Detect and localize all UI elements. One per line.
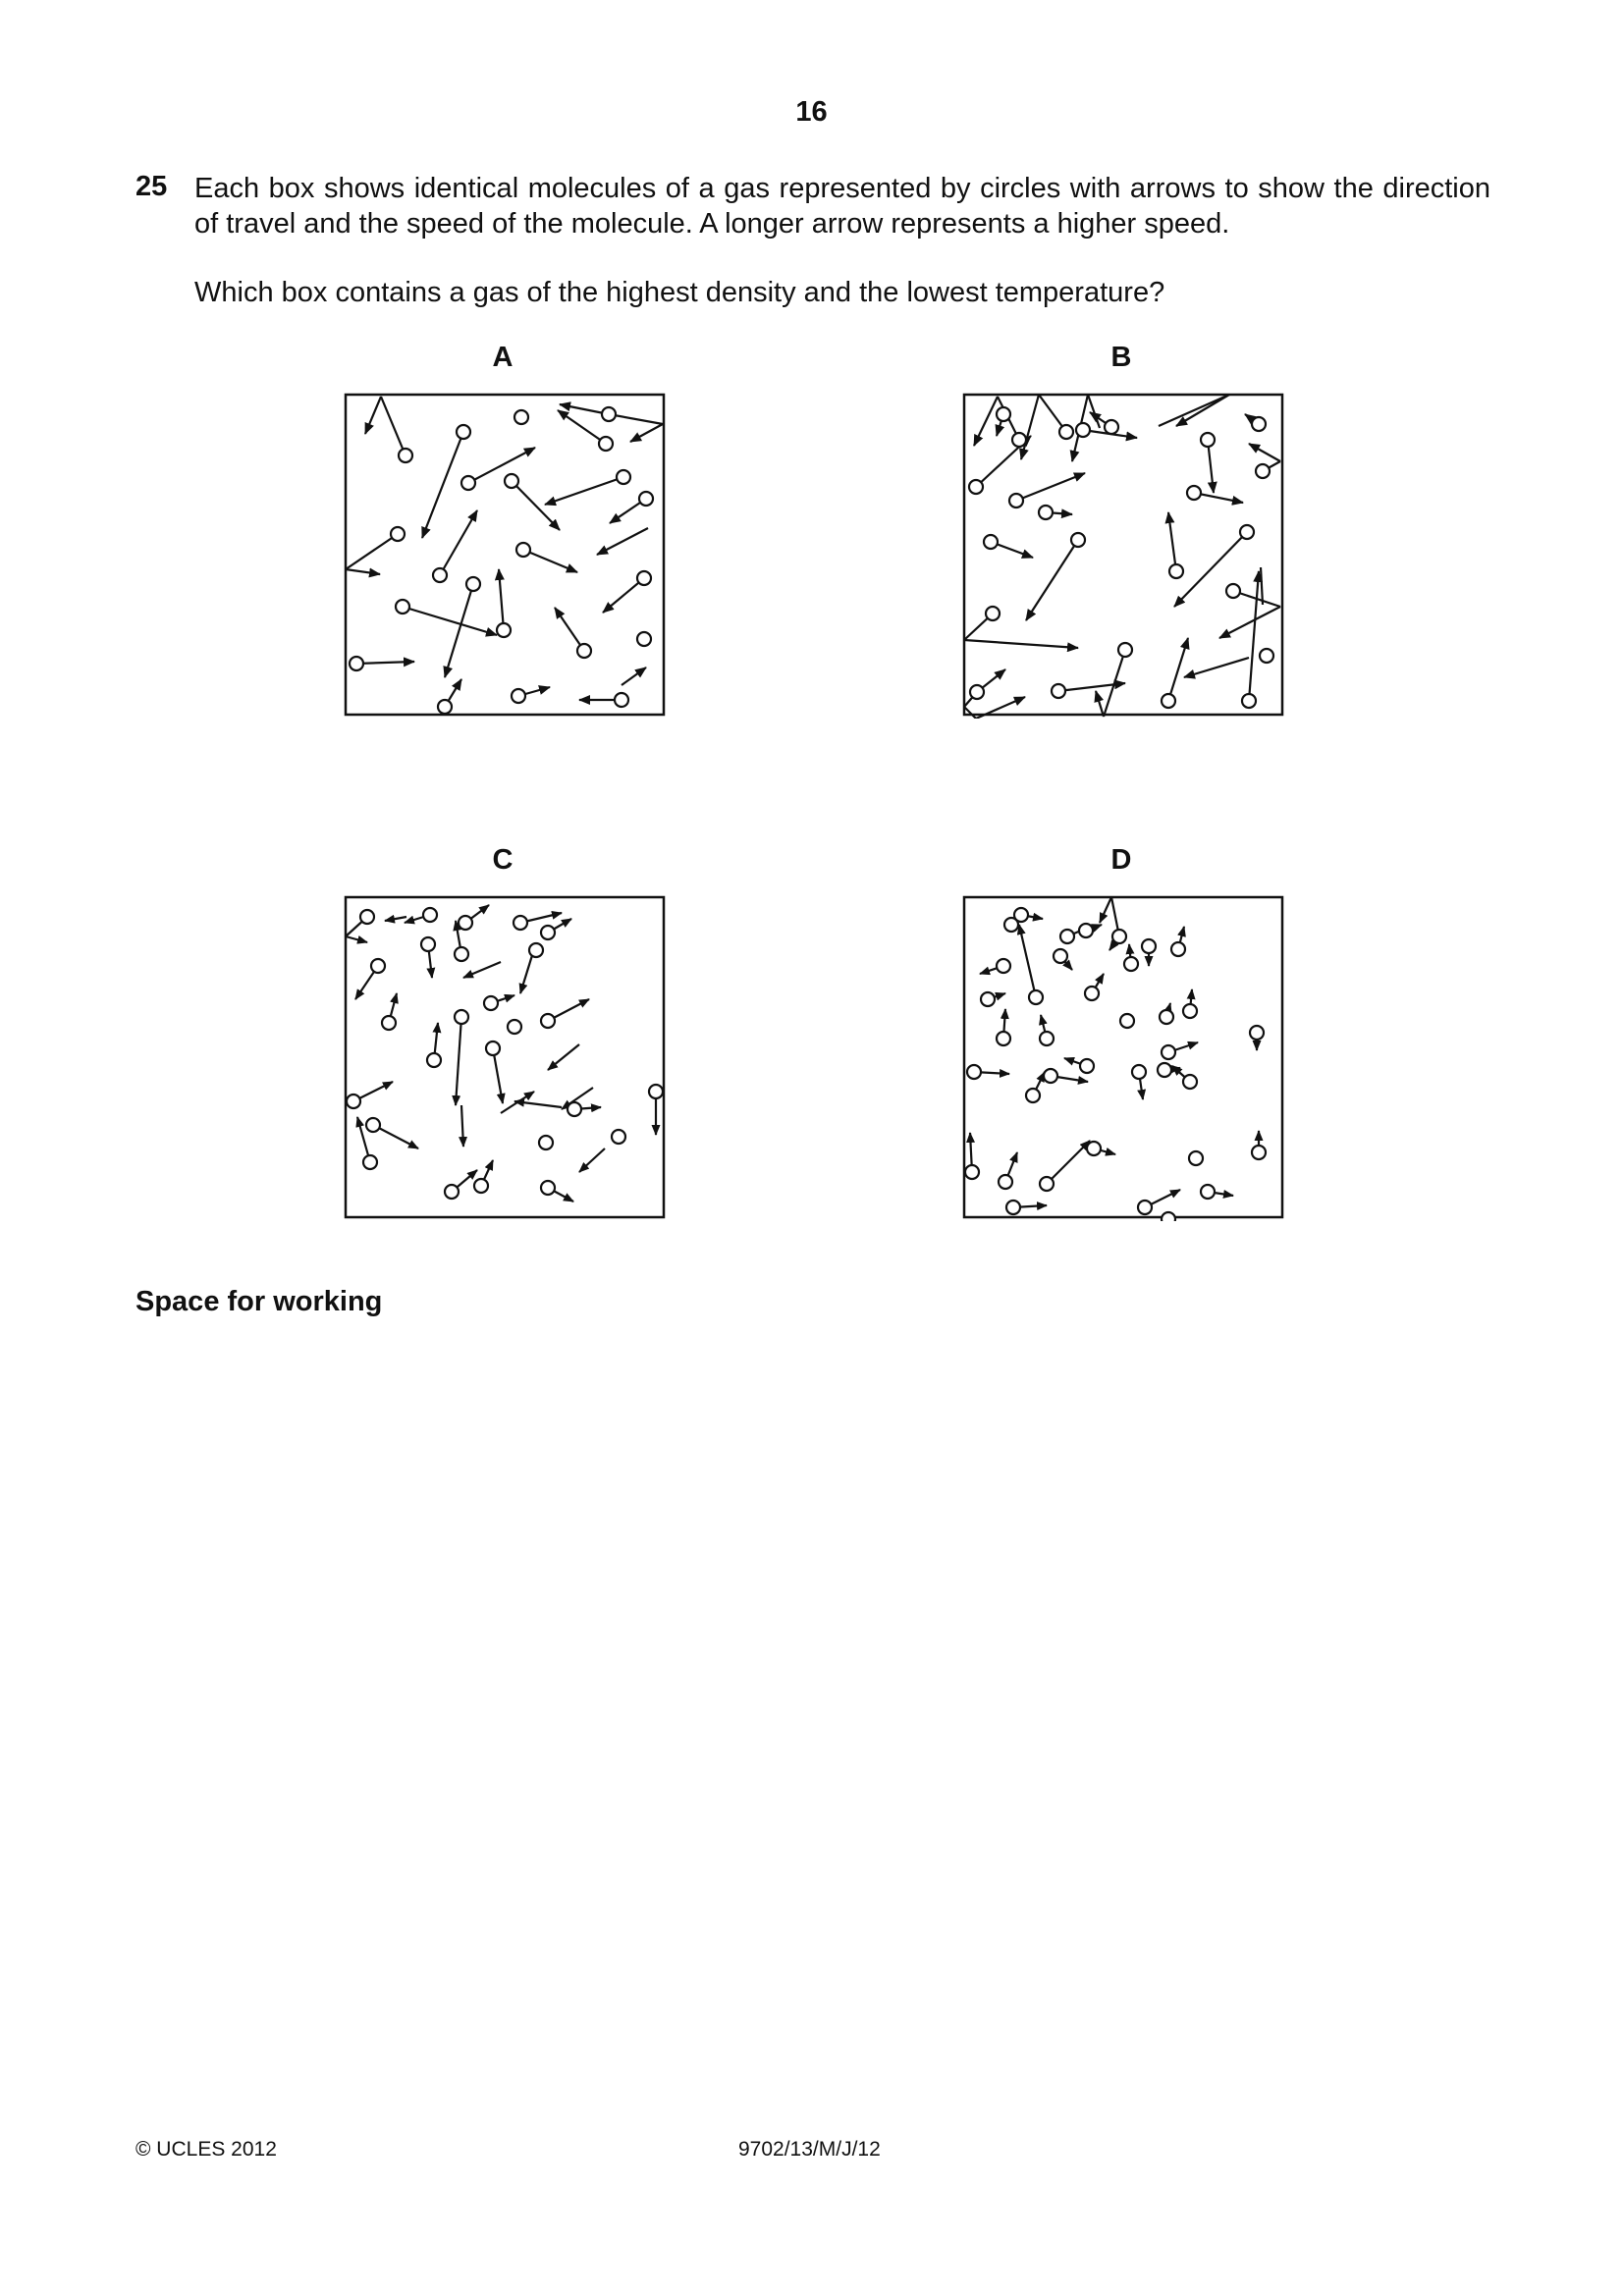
box-c-diagram — [344, 895, 668, 1221]
box-d-diagram — [962, 895, 1286, 1221]
page-number: 16 — [0, 96, 1623, 129]
box-b-label: B — [1092, 342, 1151, 374]
box-a-label: A — [473, 342, 532, 374]
box-a-diagram — [344, 393, 668, 719]
box-d-label: D — [1092, 844, 1151, 877]
question-prompt: Which box contains a gas of the highest … — [194, 275, 1164, 310]
box-c-label: C — [473, 844, 532, 877]
footer-copyright: © UCLES 2012 — [135, 2138, 277, 2162]
space-for-working-label: Space for working — [135, 1286, 382, 1318]
question-text: Each box shows identical molecules of a … — [194, 171, 1490, 241]
box-b-diagram — [962, 393, 1286, 719]
footer-paper-code: 9702/13/M/J/12 — [738, 2138, 881, 2162]
question-number: 25 — [135, 171, 167, 203]
